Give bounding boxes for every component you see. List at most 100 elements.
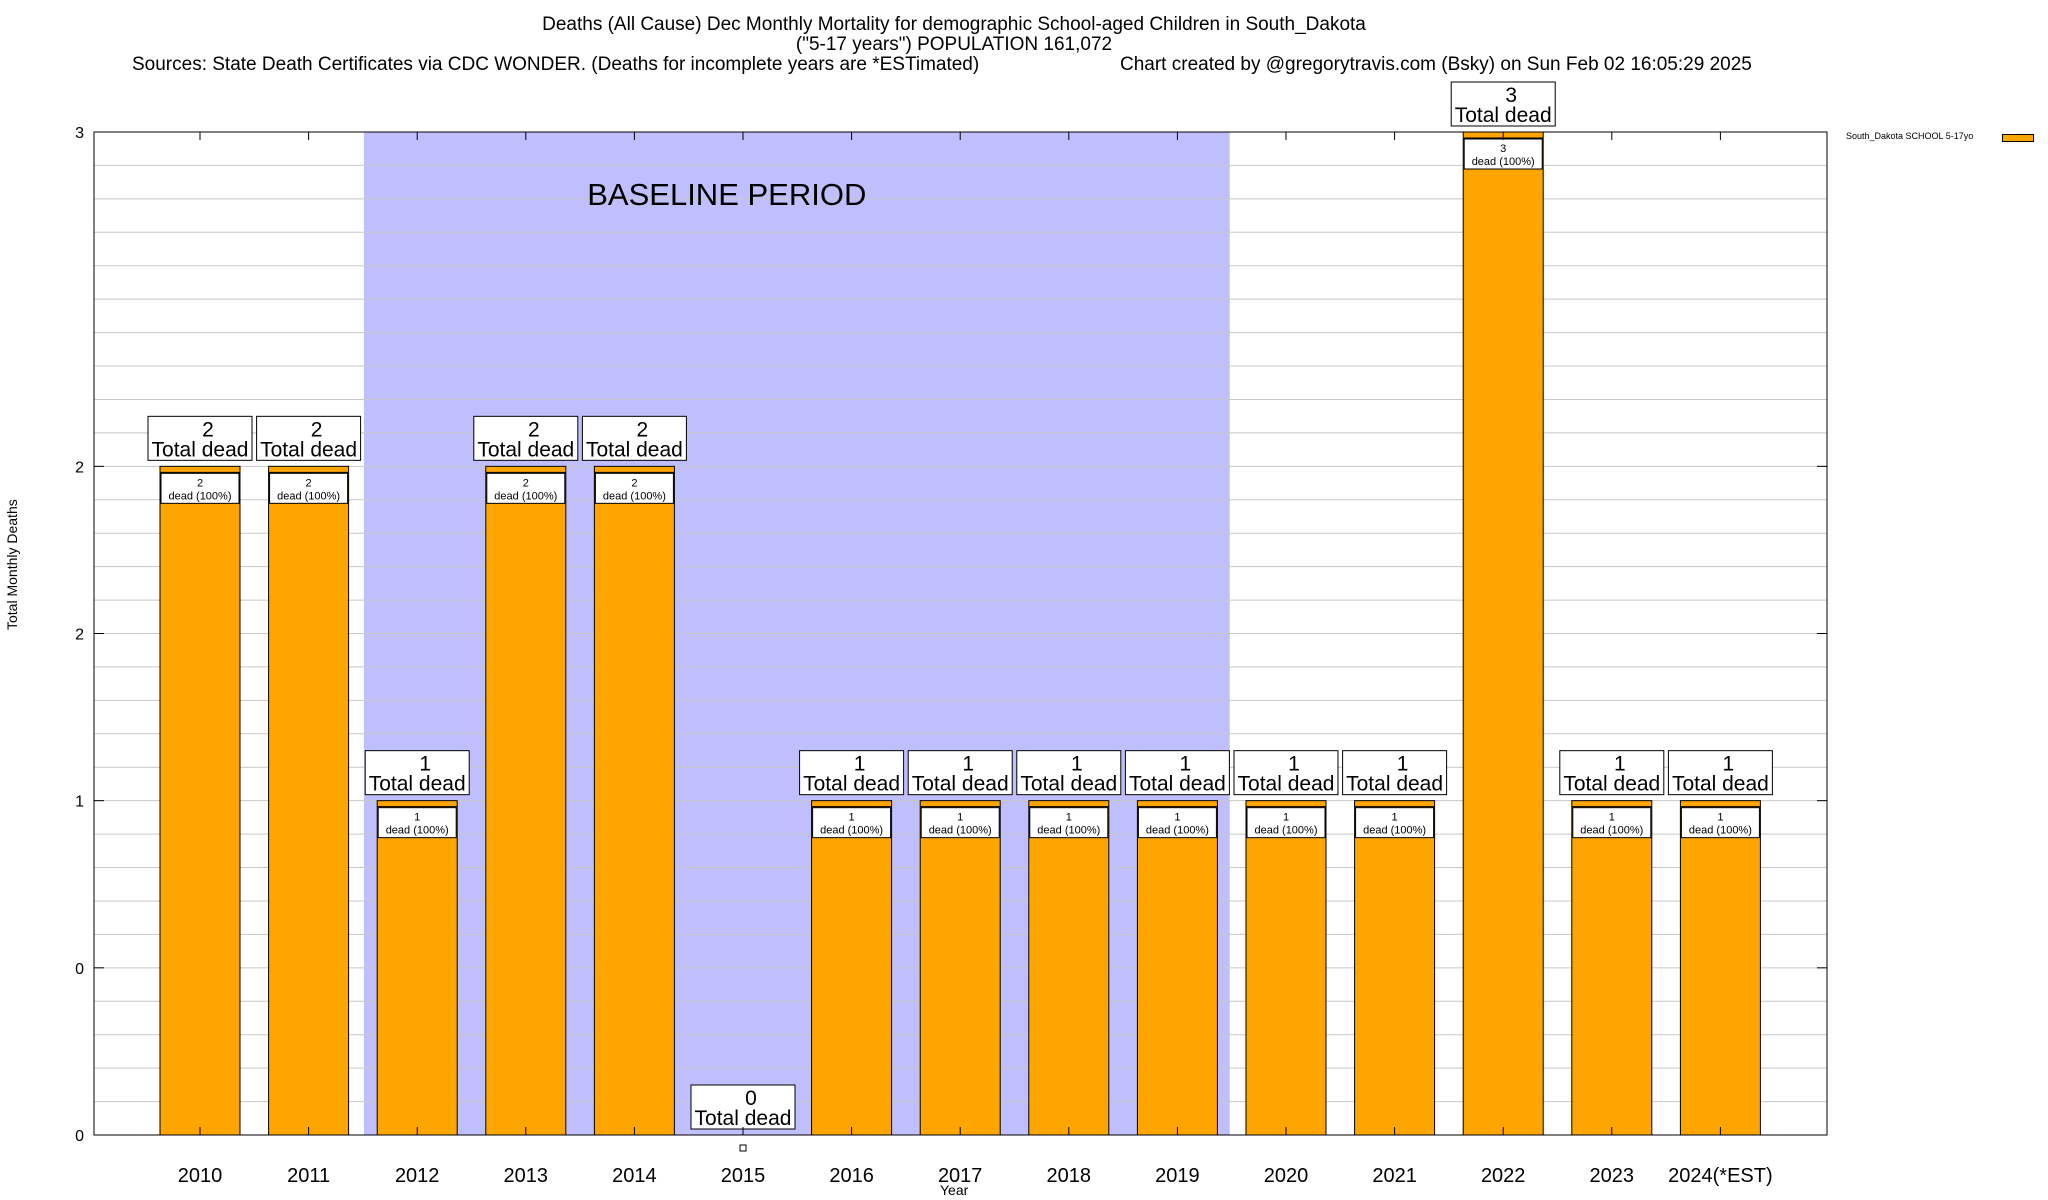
- total-label-value: 1: [1614, 753, 1626, 776]
- total-label-value: 2: [528, 418, 540, 441]
- segment-label-value: 1: [1392, 812, 1398, 824]
- x-tick-label: 2015: [721, 1165, 766, 1187]
- bar: [1028, 800, 1110, 1136]
- segment-label-text: dead (100%): [1146, 825, 1209, 837]
- segment-label-box: [160, 472, 240, 504]
- total-label-box: [1342, 750, 1448, 796]
- total-label-value: 3: [1505, 84, 1517, 107]
- total-label-box: [1124, 750, 1230, 796]
- segment-label-text: dead (100%): [1363, 825, 1426, 837]
- total-label-box: [581, 415, 687, 461]
- bar: [485, 465, 567, 1136]
- x-axis-label: Year: [940, 1182, 969, 1198]
- segment-label-value: 3: [1500, 143, 1506, 155]
- bar: [1136, 800, 1218, 1136]
- x-tick-label: 2019: [1155, 1165, 1200, 1187]
- total-label-text: Total dead: [1020, 773, 1117, 796]
- segment-label-text: dead (100%): [277, 490, 340, 502]
- total-label-value: 1: [419, 753, 431, 776]
- segment-label-value: 1: [849, 812, 855, 824]
- y-tick-label: 0: [75, 1128, 84, 1145]
- total-label-value: 2: [637, 418, 649, 441]
- segment-label-value: 1: [1609, 812, 1615, 824]
- segment-label-text: dead (100%): [386, 825, 449, 837]
- y-tick-label: 2: [75, 459, 84, 476]
- bar: [1679, 800, 1761, 1136]
- bar: [919, 800, 1001, 1136]
- y-tick-label: 2: [75, 627, 84, 644]
- total-label-value: 1: [1071, 753, 1083, 776]
- segment-label-box: [1355, 807, 1435, 839]
- segment-label-box: [1029, 807, 1109, 839]
- segment-label-box: [269, 472, 349, 504]
- total-label-box: [256, 415, 362, 461]
- total-label-value: 1: [1397, 753, 1409, 776]
- total-label-text: Total dead: [1563, 773, 1660, 796]
- baseline-period-label: BASELINE PERIOD: [587, 177, 866, 212]
- x-tick-label: 2012: [395, 1165, 440, 1187]
- total-label-text: Total dead: [695, 1107, 792, 1130]
- total-label-text: Total dead: [1129, 773, 1226, 796]
- total-label-value: 1: [1180, 753, 1192, 776]
- segment-label-text: dead (100%): [603, 490, 666, 502]
- segment-label-text: dead (100%): [1689, 825, 1752, 837]
- segment-label-text: dead (100%): [1037, 825, 1100, 837]
- total-label-box: [364, 750, 470, 796]
- segment-label-value: 2: [523, 477, 529, 489]
- segment-label-text: dead (100%): [494, 490, 557, 502]
- segment-label-value: 1: [1174, 812, 1180, 824]
- total-label-value: 1: [1723, 753, 1735, 776]
- x-tick-label: 2011: [287, 1165, 330, 1187]
- segment-label-text: dead (100%): [929, 825, 992, 837]
- x-tick-label: 2017: [938, 1165, 983, 1187]
- total-label-text: Total dead: [1672, 773, 1769, 796]
- total-label-box: [690, 1084, 796, 1130]
- chart-subtitle: ("5-17 years") POPULATION 161,072: [795, 34, 1113, 55]
- legend-label: South_Dakota SCHOOL 5-17yo: [1846, 131, 1974, 141]
- segment-label-value: 1: [957, 812, 963, 824]
- total-label-text: Total dead: [586, 438, 683, 461]
- chart-sources: Sources: State Death Certificates via CD…: [132, 54, 980, 75]
- total-label-text: Total dead: [803, 773, 900, 796]
- bar: [1354, 800, 1436, 1136]
- bar: [593, 465, 675, 1136]
- total-label-value: 0: [745, 1087, 757, 1110]
- total-label-text: Total dead: [152, 438, 249, 461]
- segment-label-box: [1572, 807, 1652, 839]
- chart-credit: Chart created by @gregorytravis.com (Bsk…: [1120, 54, 1752, 75]
- bar: [1245, 800, 1327, 1136]
- total-label-box: [1450, 81, 1556, 127]
- x-tick-label: 2023: [1590, 1165, 1635, 1187]
- total-label-text: Total dead: [369, 773, 466, 796]
- total-label-box: [799, 750, 905, 796]
- segment-label-value: 1: [414, 812, 420, 824]
- total-label-box: [1233, 750, 1339, 796]
- total-label-value: 2: [202, 418, 214, 441]
- segment-label-box: [1463, 138, 1543, 170]
- x-tick-label: 2010: [178, 1165, 223, 1187]
- segment-label-value: 2: [197, 477, 203, 489]
- plot-frame: [93, 131, 1828, 1136]
- total-label-value: 2: [311, 418, 323, 441]
- total-label-box: [473, 415, 579, 461]
- total-label-value: 1: [962, 753, 974, 776]
- segment-label-value: 2: [306, 477, 312, 489]
- bar: [811, 800, 893, 1136]
- legend-swatch: [2002, 134, 2034, 142]
- x-tick-label: 2024(*EST): [1668, 1165, 1773, 1187]
- total-label-value: 1: [854, 753, 866, 776]
- segment-label-box: [1246, 807, 1326, 839]
- x-tick-label: 2020: [1264, 1165, 1309, 1187]
- segment-label-box: [920, 807, 1000, 839]
- total-label-value: 1: [1288, 753, 1300, 776]
- segment-label-box: [377, 807, 457, 839]
- bar: [376, 800, 458, 1136]
- x-tick-label: 2013: [504, 1165, 549, 1187]
- total-label-text: Total dead: [1238, 773, 1335, 796]
- x-tick-label: 2014: [612, 1165, 657, 1187]
- y-axis-label: Total Monthly Deaths: [4, 499, 20, 630]
- x-tick-label: 2018: [1047, 1165, 1092, 1187]
- segment-label-box: [1680, 807, 1760, 839]
- total-label-text: Total dead: [1346, 773, 1443, 796]
